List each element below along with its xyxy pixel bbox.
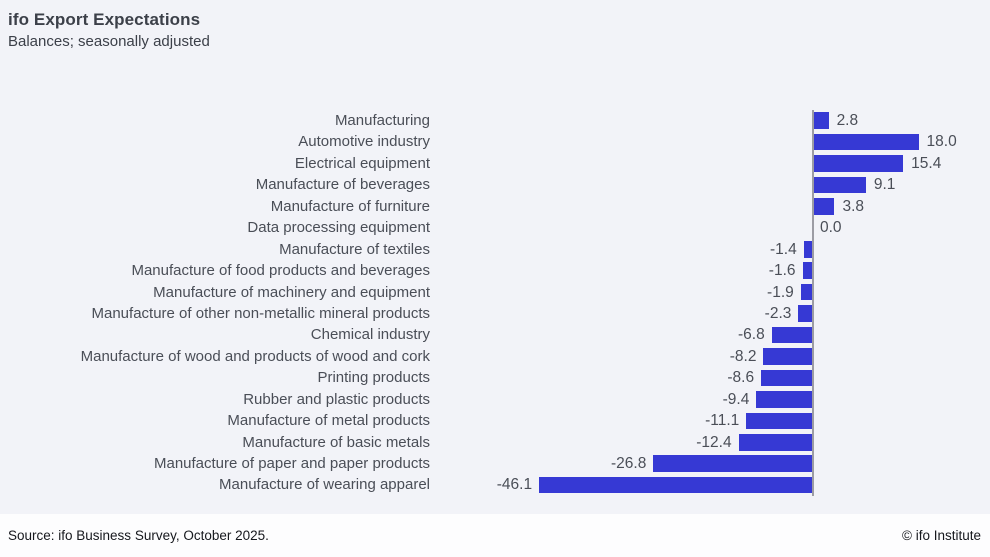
chart-row: Manufacture of wood and products of wood… xyxy=(0,346,990,367)
bar xyxy=(756,391,812,408)
chart-row: Electrical equipment 15.4 xyxy=(0,153,990,174)
value-label: 3.8 xyxy=(842,197,865,215)
value-label: -8.2 xyxy=(729,347,757,365)
chart-row: Chemical industry -6.8 xyxy=(0,324,990,345)
plot-area: 3.8 xyxy=(430,196,990,217)
plot-area: -6.8 xyxy=(430,324,990,345)
bar xyxy=(803,241,812,258)
value-label: -1.4 xyxy=(769,240,797,258)
bar xyxy=(812,155,904,172)
category-label: Manufacture of metal products xyxy=(227,412,430,430)
category-label: Manufacture of other non-metallic minera… xyxy=(91,304,431,322)
bar xyxy=(798,305,812,322)
category-label: Manufacture of food products and beverag… xyxy=(131,262,430,280)
bar-chart: Manufacturing 2.8 Automotive industry 18.0 E… xyxy=(0,110,990,497)
category-label: Manufacture of paper and paper products xyxy=(153,455,430,472)
chart-row: Manufacture of textiles -1.4 xyxy=(0,239,990,260)
plot-area: -1.4 xyxy=(430,239,990,260)
chart-row: Manufacturing 2.8 xyxy=(0,110,990,131)
value-label: -46.1 xyxy=(496,476,533,494)
bar xyxy=(812,198,835,215)
chart-title: ifo Export Expectations xyxy=(8,10,201,29)
bar xyxy=(771,326,812,344)
chart-row: Manufacture of beverages 9.1 xyxy=(0,174,990,195)
category-label: Chemical industry xyxy=(310,326,430,344)
bar xyxy=(763,348,812,365)
chart-row: Manufacture of other non-metallic minera… xyxy=(0,303,990,324)
chart-subtitle: Balances; seasonally adjusted xyxy=(8,33,210,50)
plot-area: -2.3 xyxy=(430,303,990,324)
plot-area: -11.1 xyxy=(430,410,990,431)
category-label: Manufacturing xyxy=(334,112,430,129)
chart-row: Automotive industry 18.0 xyxy=(0,131,990,152)
bar xyxy=(802,262,812,280)
category-label: Electrical equipment xyxy=(294,154,430,172)
plot-area: -12.4 xyxy=(430,432,990,453)
value-label: -12.4 xyxy=(696,433,732,451)
chart-row: Data processing equipment 0.0 xyxy=(0,217,990,238)
source-note: Source: ifo Business Survey, October 202… xyxy=(8,528,269,543)
category-label: Manufacture of wood and products of wood… xyxy=(80,347,430,365)
chart-row: Manufacture of machinery and equipment -1… xyxy=(0,282,990,303)
plot-area: -8.2 xyxy=(430,346,990,367)
plot-area: -8.6 xyxy=(430,367,990,388)
value-label: -11.1 xyxy=(705,412,740,430)
plot-area: 2.8 xyxy=(430,110,990,131)
value-label: -1.6 xyxy=(768,262,796,280)
chart-header: ifo Export Expectations Balances; season… xyxy=(8,10,210,50)
footer: Source: ifo Business Survey, October 202… xyxy=(0,514,990,557)
chart-row: Manufacture of paper and paper products -… xyxy=(0,453,990,474)
category-label: Printing products xyxy=(317,369,430,387)
value-label: 18.0 xyxy=(926,133,957,151)
copyright-note: © ifo Institute xyxy=(902,528,981,543)
bar xyxy=(653,455,812,472)
chart-row: Manufacture of wearing apparel -46.1 xyxy=(0,474,990,495)
value-label: 2.8 xyxy=(836,112,859,129)
bar xyxy=(761,369,812,387)
value-label: -6.8 xyxy=(738,326,765,344)
value-label: -8.6 xyxy=(727,369,755,387)
plot-area: 18.0 xyxy=(430,131,990,152)
category-label: Manufacture of beverages xyxy=(255,176,430,194)
value-label: 0.0 xyxy=(820,219,842,237)
category-label: Automotive industry xyxy=(298,133,430,151)
value-label: -26.8 xyxy=(611,455,647,472)
chart-row: Manufacture of basic metals -12.4 xyxy=(0,432,990,453)
plot-area: 0.0 xyxy=(430,217,990,238)
chart-row: Manufacture of metal products -11.1 xyxy=(0,410,990,431)
value-label: 15.4 xyxy=(911,154,942,172)
category-label: Manufacture of textiles xyxy=(279,240,430,258)
chart-row: Manufacture of food products and beverag… xyxy=(0,260,990,281)
bar xyxy=(539,476,812,494)
value-label: -1.9 xyxy=(767,283,794,301)
value-label: -9.4 xyxy=(722,390,750,408)
plot-area: -46.1 xyxy=(430,474,990,495)
category-label: Manufacture of machinery and equipment xyxy=(153,283,430,301)
plot-area: -9.4 xyxy=(430,389,990,410)
category-label: Manufacture of furniture xyxy=(270,197,430,215)
plot-area: -26.8 xyxy=(430,453,990,474)
bar xyxy=(812,176,866,194)
value-label: -2.3 xyxy=(764,304,792,322)
bar xyxy=(738,433,812,451)
bar xyxy=(746,412,812,430)
chart-row: Manufacture of furniture 3.8 xyxy=(0,196,990,217)
plot-area: -1.6 xyxy=(430,260,990,281)
bar xyxy=(812,133,919,151)
zero-axis-line xyxy=(812,110,814,496)
chart-row: Printing products -8.6 xyxy=(0,367,990,388)
category-label: Rubber and plastic products xyxy=(243,390,430,408)
category-label: Data processing equipment xyxy=(247,219,430,237)
plot-area: 9.1 xyxy=(430,174,990,195)
plot-area: -1.9 xyxy=(430,282,990,303)
plot-area: 15.4 xyxy=(430,153,990,174)
value-label: 9.1 xyxy=(873,176,896,194)
bar xyxy=(800,283,812,301)
category-label: Manufacture of wearing apparel xyxy=(219,476,430,494)
bar xyxy=(812,112,829,129)
chart-row: Rubber and plastic products -9.4 xyxy=(0,389,990,410)
category-label: Manufacture of basic metals xyxy=(242,433,430,451)
